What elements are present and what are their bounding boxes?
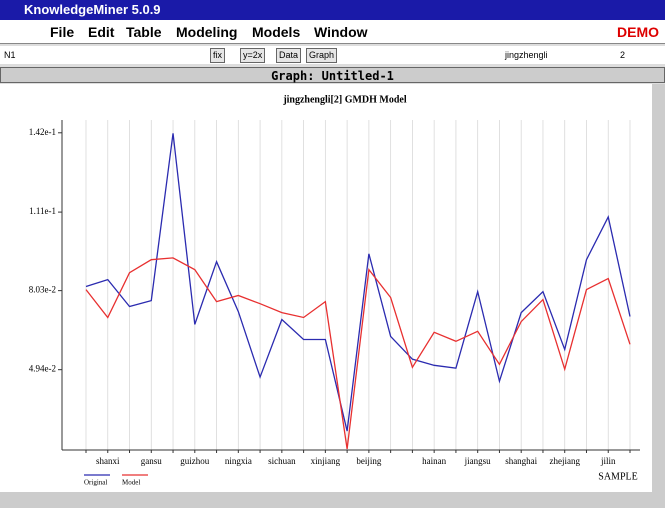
node-field: N1 <box>4 50 16 60</box>
x-tick-label: beijing <box>356 456 381 466</box>
legend-label: Original <box>84 479 107 487</box>
x-tick-label: jiangsu <box>464 456 491 466</box>
x-tick-label: ningxia <box>225 456 252 466</box>
vertical-scrollbar[interactable] <box>652 84 665 492</box>
toolbar-button[interactable]: Graph <box>306 48 338 63</box>
series-line <box>85 257 631 450</box>
variable-field[interactable]: jingzhengli <box>505 50 548 60</box>
menu-item[interactable]: Window <box>314 24 368 40</box>
menu-item[interactable]: Edit <box>88 24 115 40</box>
window-title: Graph: Untitled-1 <box>0 67 665 83</box>
menu-item[interactable]: Table <box>126 24 162 40</box>
chart: jingzhengli[2] GMDH Model SAMPLE 4.94e-2… <box>0 84 665 508</box>
chart-background <box>0 84 652 492</box>
horizontal-scrollbar[interactable] <box>0 492 665 508</box>
y-tick-label: 4.94e-2 <box>29 364 56 374</box>
toolbar: N1 fix y=2x Data Graph jingzhengli 2 <box>0 46 665 64</box>
x-tick-label: guizhou <box>180 456 209 466</box>
series-line <box>85 133 631 432</box>
x-tick-label: zhejiang <box>549 456 580 466</box>
chart-title: jingzhengli[2] GMDH Model <box>282 94 407 105</box>
x-tick-label: jilin <box>600 456 616 466</box>
x-tick-label: gansu <box>141 456 162 466</box>
window-title-text: Graph: Untitled-1 <box>271 69 394 83</box>
title-bar: KnowledgeMiner 5.0.9 <box>0 0 665 20</box>
x-tick-label: xinjiang <box>311 456 341 466</box>
y-tick-label: 8.03e-2 <box>29 285 56 295</box>
toolbar-button[interactable]: fix <box>210 48 225 63</box>
y-tick-label: 1.11e-1 <box>29 206 56 216</box>
menu-item[interactable]: File <box>50 24 75 40</box>
menu-item[interactable]: Modeling <box>176 24 238 40</box>
x-tick-label: shanghai <box>505 456 537 466</box>
x-axis-label: SAMPLE <box>598 471 637 482</box>
demo-label: DEMO <box>617 24 659 40</box>
toolbar-button[interactable]: Data <box>276 48 302 63</box>
menu-item[interactable]: Models <box>252 24 301 40</box>
app-title: KnowledgeMiner 5.0.9 <box>24 2 161 17</box>
toolbar-button[interactable]: y=2x <box>240 48 266 63</box>
x-tick-label: shanxi <box>96 456 120 466</box>
y-tick-label: 1.42e-1 <box>29 127 56 137</box>
menu-bar: File Edit Table Modeling Models Window D… <box>0 20 665 44</box>
count-field: 2 <box>620 50 626 60</box>
x-tick-label: sichuan <box>268 456 296 466</box>
x-tick-label: hainan <box>422 456 446 466</box>
legend-label: Model <box>122 479 140 487</box>
